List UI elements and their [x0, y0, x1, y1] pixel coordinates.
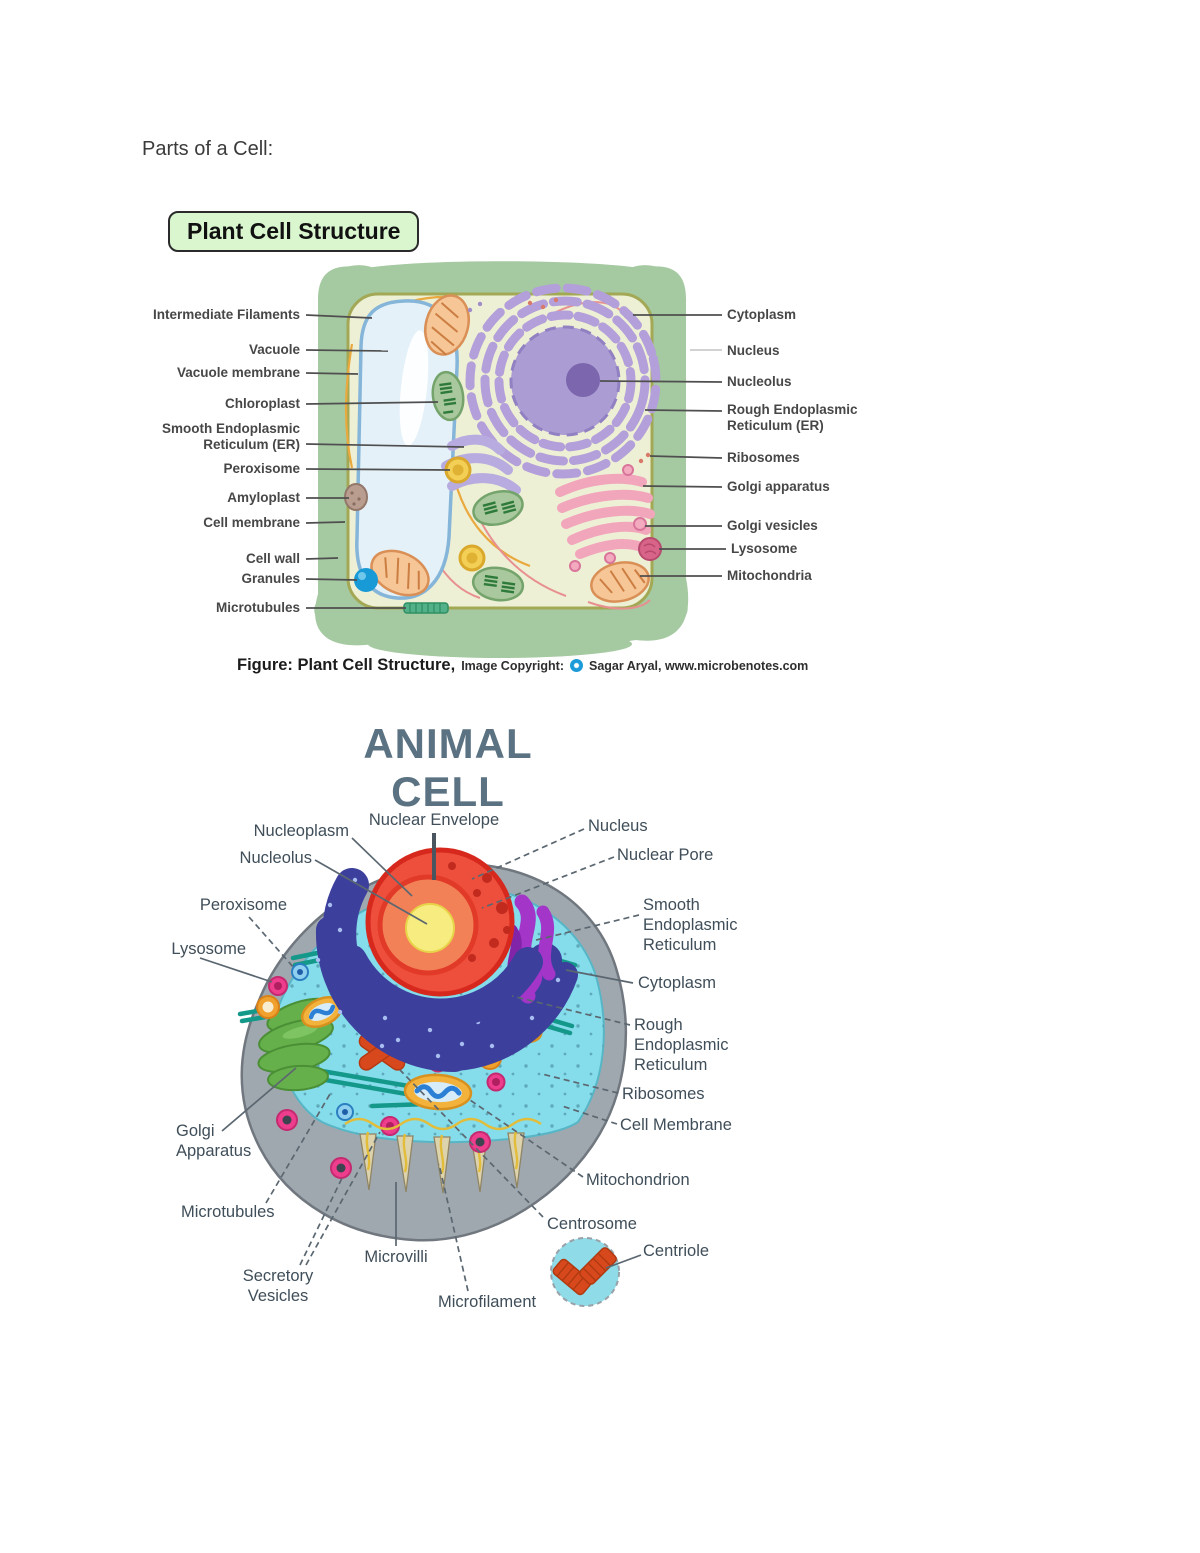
label-animal-peroxisome: Peroxisome: [199, 896, 287, 914]
label-animal-lysosome: Lysosome: [171, 940, 246, 958]
label-amyloplast: Amyloplast: [227, 490, 300, 505]
label-animal-golgi: Golgi Apparatus: [176, 1122, 252, 1160]
plant-figure-title: Plant Cell Structure: [168, 211, 420, 252]
animal-figure-title: ANIMAL CELL: [363, 720, 533, 815]
centriole-zoom-inset: [550, 1237, 620, 1307]
centriole-shape: [552, 1247, 617, 1296]
plant-ribosomes-shape: [467, 297, 651, 464]
label-cell-membrane: Cell membrane: [203, 515, 300, 530]
plant-figure-caption: Figure: Plant Cell Structure, Image Copy…: [237, 656, 808, 675]
secretory-vesicles-shape: [276, 1109, 491, 1179]
label-animal-cytoplasm: Cytoplasm: [638, 974, 716, 992]
label-mitochondria: Mitochondria: [727, 568, 812, 583]
animal-leader-lines-dashed: [248, 828, 640, 1292]
label-animal-smooth-er: Smooth Endoplasmic Reticulum: [643, 896, 738, 954]
label-nuclear-envelope: Nuclear Envelope: [368, 811, 500, 829]
caption-figure-title: Figure: Plant Cell Structure,: [237, 656, 456, 674]
label-animal-cell-membrane: Cell Membrane: [620, 1116, 732, 1134]
label-secretory-vesicles: Secretory Vesicles: [242, 1267, 314, 1305]
animal-nucleus-shape: [365, 847, 515, 997]
page-heading: Parts of a Cell:: [142, 138, 274, 160]
label-nucleus: Nucleus: [727, 343, 780, 358]
peroxisome-shape: [444, 456, 486, 572]
label-animal-ribosomes: Ribosomes: [622, 1085, 705, 1103]
animal-leader-lines-solid: [199, 833, 642, 1269]
label-animal-microtubules: Microtubules: [181, 1203, 275, 1221]
label-granules: Granules: [241, 571, 300, 586]
label-mitochondrion: Mitochondrion: [586, 1171, 690, 1189]
granule-shape: [354, 568, 378, 592]
label-vacuole: Vacuole: [248, 342, 300, 357]
label-smooth-er: Smooth Endoplasmic Reticulum (ER): [161, 421, 300, 452]
plant-cell-drawing: [305, 261, 726, 658]
label-cytoplasm: Cytoplasm: [727, 307, 797, 322]
label-ribosomes: Ribosomes: [727, 450, 800, 465]
label-cell-wall: Cell wall: [245, 551, 300, 566]
animal-nucleolus-shape: [405, 903, 455, 953]
label-golgi-apparatus: Golgi apparatus: [727, 479, 830, 494]
label-centriole: Centriole: [643, 1242, 710, 1260]
caption-author-text: Sagar Aryal, www.microbenotes.com: [589, 659, 809, 673]
amyloplast-shape: [344, 483, 368, 511]
plant-microtubules-shape: [403, 602, 449, 614]
label-intermediate-filaments: Intermediate Filaments: [152, 307, 300, 322]
plant-er-shape: [465, 283, 661, 479]
label-nuclear-pore: Nuclear Pore: [617, 846, 714, 864]
label-animal-rough-er: Rough Endoplasmic Reticulum: [634, 1016, 729, 1074]
chloroplast-shape: [431, 370, 525, 602]
label-vacuole-membrane: Vacuole membrane: [176, 365, 300, 380]
label-lysosome: Lysosome: [731, 541, 798, 556]
microfilament-shape: [344, 1117, 542, 1174]
plant-nucleolus-shape: [566, 363, 600, 397]
label-golgi-vesicles: Golgi vesicles: [727, 518, 818, 533]
plant-leader-lines: [305, 314, 726, 609]
copyright-logo-icon: [570, 659, 583, 672]
label-peroxisome: Peroxisome: [223, 461, 300, 476]
vacuole-highlight: [399, 330, 429, 446]
label-nucleolus: Nucleolus: [727, 374, 792, 389]
animal-cell-drawing: [199, 828, 642, 1307]
label-chloroplast: Chloroplast: [224, 396, 300, 411]
plant-lysosome-shape: [638, 537, 662, 561]
label-microfilament: Microfilament: [438, 1293, 537, 1311]
label-microvilli: Microvilli: [364, 1248, 428, 1266]
label-animal-nucleus: Nucleus: [588, 817, 648, 835]
label-nucleoplasm: Nucleoplasm: [253, 822, 349, 840]
caption-copyright-text: Image Copyright:: [461, 659, 564, 673]
label-animal-nucleolus: Nucleolus: [239, 849, 312, 867]
label-microtubules: Microtubules: [215, 600, 300, 615]
plant-mitochondria-shape: [370, 294, 650, 603]
label-centrosome: Centrosome: [547, 1215, 637, 1233]
label-rough-er: Rough Endoplasmic Reticulum (ER): [727, 402, 858, 433]
